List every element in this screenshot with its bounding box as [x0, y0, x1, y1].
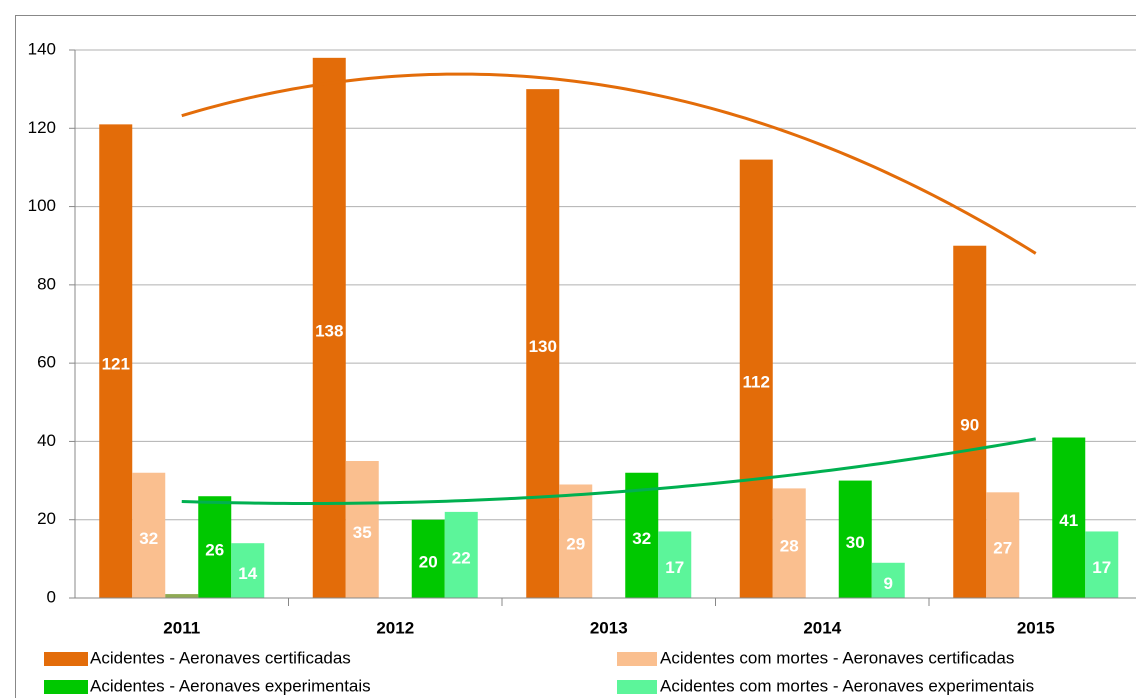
y-tick-label: 0: [47, 587, 56, 606]
legend-swatch: [617, 652, 657, 666]
x-tick-label: 2013: [590, 618, 628, 637]
y-tick-label: 40: [37, 431, 56, 450]
data-label: 138: [315, 321, 343, 340]
bar: [165, 594, 199, 598]
data-label: 90: [960, 415, 979, 434]
data-label: 112: [743, 372, 770, 391]
data-label: 17: [1092, 558, 1111, 577]
data-label: 29: [566, 535, 585, 554]
bar: [1052, 437, 1086, 598]
y-tick-label: 120: [28, 118, 56, 137]
bar: [559, 484, 593, 598]
bar: [986, 492, 1020, 598]
legend-swatch: [44, 680, 88, 694]
legend-label: Acidentes com mortes - Aeronaves experim…: [660, 676, 1034, 695]
data-label: 14: [238, 564, 257, 583]
bar: [838, 480, 872, 598]
legend-label: Acidentes com mortes - Aeronaves certifi…: [660, 648, 1014, 667]
data-label: 30: [846, 533, 865, 552]
bar: [739, 159, 773, 598]
bar: [345, 461, 379, 598]
bar: [132, 472, 166, 598]
data-label: 41: [1059, 511, 1078, 530]
y-tick-label: 20: [37, 509, 56, 528]
bar: [99, 124, 133, 598]
legend-swatch: [44, 652, 88, 666]
bar: [411, 519, 445, 598]
y-tick-label: 80: [37, 274, 56, 293]
data-label: 22: [452, 548, 471, 567]
bar: [871, 562, 905, 598]
data-label: 32: [139, 529, 158, 548]
trendline: [181, 437, 1037, 505]
bar: [444, 511, 478, 598]
y-tick-label: 60: [37, 353, 56, 372]
data-label: 9: [884, 574, 893, 593]
legend-label: Acidentes - Aeronaves certificadas: [90, 648, 351, 667]
bar: [1085, 531, 1119, 598]
data-label: 27: [993, 539, 1012, 558]
bar: [953, 245, 987, 598]
bar: [312, 57, 346, 599]
data-label: 28: [780, 537, 799, 556]
data-label: 130: [529, 337, 557, 356]
x-tick-label: 2014: [803, 618, 841, 637]
bar: [772, 488, 806, 598]
bar: [625, 472, 659, 598]
data-label: 20: [419, 552, 438, 571]
bar: [658, 531, 692, 598]
x-tick-label: 2015: [1017, 618, 1055, 637]
data-label: 121: [102, 355, 130, 374]
y-tick-label: 100: [28, 196, 56, 215]
bar: [231, 543, 265, 598]
x-tick-label: 2011: [163, 618, 200, 637]
data-label: 26: [205, 541, 224, 560]
data-label: 17: [665, 558, 684, 577]
legend-label: Acidentes - Aeronaves experimentais: [90, 676, 371, 695]
bar: [198, 496, 232, 598]
x-tick-label: 2012: [376, 618, 414, 637]
data-label: 35: [353, 523, 372, 542]
y-tick-label: 140: [28, 39, 56, 58]
trendline: [181, 72, 1037, 255]
data-label: 32: [632, 529, 651, 548]
chart-border: [15, 15, 1136, 698]
bar: [526, 89, 560, 599]
legend-swatch: [617, 680, 657, 694]
